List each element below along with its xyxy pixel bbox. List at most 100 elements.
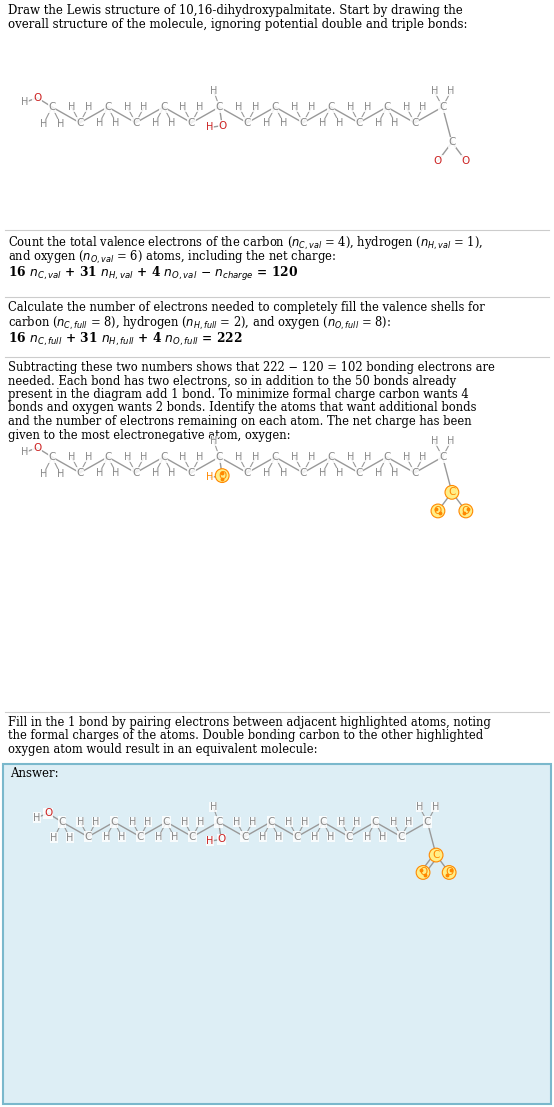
Text: H: H <box>66 832 74 842</box>
Text: H: H <box>22 447 29 457</box>
Text: C: C <box>48 102 56 112</box>
Text: H: H <box>430 436 438 446</box>
Text: C: C <box>383 102 391 112</box>
Text: H: H <box>375 468 382 478</box>
Text: Answer:: Answer: <box>10 767 59 780</box>
Text: H: H <box>363 102 371 112</box>
Text: C: C <box>244 117 251 127</box>
Text: H: H <box>197 817 204 827</box>
Text: Fill in the 1 bond by pairing electrons between adjacent highlighted atoms, noti: Fill in the 1 bond by pairing electrons … <box>8 716 491 730</box>
Text: H: H <box>308 102 315 112</box>
Text: C: C <box>271 102 279 112</box>
Text: C: C <box>188 117 195 127</box>
Text: H: H <box>263 117 270 127</box>
Text: Subtracting these two numbers shows that 222 − 120 = 102 bonding electrons are: Subtracting these two numbers shows that… <box>8 361 495 374</box>
Text: H: H <box>363 831 371 841</box>
Text: C: C <box>398 831 405 841</box>
Text: H: H <box>179 452 187 462</box>
Text: C: C <box>48 452 56 462</box>
Text: C: C <box>188 468 195 478</box>
Text: H: H <box>403 102 410 112</box>
Text: and oxygen ($n_{O,val}$ = 6) atoms, including the net charge:: and oxygen ($n_{O,val}$ = 6) atoms, incl… <box>8 249 336 266</box>
Text: H: H <box>124 452 131 462</box>
Text: H: H <box>40 468 47 478</box>
Text: H: H <box>181 817 188 827</box>
Text: H: H <box>68 452 75 462</box>
Text: O: O <box>434 506 442 516</box>
Text: H: H <box>196 452 203 462</box>
Text: H: H <box>280 117 288 127</box>
Text: H: H <box>96 117 103 127</box>
Text: C: C <box>372 817 379 827</box>
Text: C: C <box>271 452 279 462</box>
Text: C: C <box>160 102 167 112</box>
Text: H: H <box>140 452 148 462</box>
Text: C: C <box>439 452 447 462</box>
Text: H: H <box>112 468 120 478</box>
Text: O: O <box>461 156 470 166</box>
Text: H: H <box>280 468 288 478</box>
Text: H: H <box>406 817 413 827</box>
Text: C: C <box>448 137 455 147</box>
Text: C: C <box>84 831 92 841</box>
Text: H: H <box>419 452 427 462</box>
Text: H: H <box>319 468 326 478</box>
Text: H: H <box>347 102 354 112</box>
Text: C: C <box>299 117 307 127</box>
Text: H: H <box>252 452 259 462</box>
Text: H: H <box>96 468 103 478</box>
Text: C: C <box>433 850 440 860</box>
Text: H: H <box>50 832 58 842</box>
Text: C: C <box>132 117 140 127</box>
Text: Count the total valence electrons of the carbon ($n_{C,val}$ = 4), hydrogen ($n_: Count the total valence electrons of the… <box>8 235 483 252</box>
Text: O: O <box>33 443 41 453</box>
Text: H: H <box>432 803 439 813</box>
Text: the formal charges of the atoms. Double bonding carbon to the other highlighted: the formal charges of the atoms. Double … <box>8 730 483 743</box>
Text: needed. Each bond has two electrons, so in addition to the 50 bonds already: needed. Each bond has two electrons, so … <box>8 374 456 387</box>
Text: C: C <box>411 117 418 127</box>
Text: C: C <box>319 817 327 827</box>
Text: H: H <box>206 836 214 846</box>
Text: C: C <box>216 102 223 112</box>
Text: C: C <box>163 817 170 827</box>
Text: C: C <box>215 817 222 827</box>
Text: C: C <box>424 817 431 827</box>
Text: H: H <box>85 452 92 462</box>
Text: H: H <box>447 86 455 96</box>
Text: C: C <box>383 452 391 462</box>
Text: H: H <box>379 831 387 841</box>
Text: C: C <box>104 102 111 112</box>
Text: H: H <box>40 118 47 128</box>
Text: H: H <box>336 117 343 127</box>
Text: given to the most electronegative atom, oxygen:: given to the most electronegative atom, … <box>8 428 290 442</box>
Text: Calculate the number of electrons needed to completely fill the valence shells f: Calculate the number of electrons needed… <box>8 301 485 314</box>
Text: H: H <box>124 102 131 112</box>
Text: H: H <box>285 817 293 827</box>
Text: C: C <box>355 468 362 478</box>
Text: H: H <box>347 452 354 462</box>
Text: O: O <box>33 93 41 103</box>
Text: H: H <box>85 102 92 112</box>
Text: H: H <box>447 436 455 446</box>
Text: H: H <box>129 817 136 827</box>
Text: H: H <box>275 831 283 841</box>
Text: C: C <box>76 117 84 127</box>
Text: C: C <box>439 102 447 112</box>
Text: present in the diagram add 1 bond. To minimize formal charge carbon wants 4: present in the diagram add 1 bond. To mi… <box>8 387 469 401</box>
Text: and the number of electrons remaining on each atom. The net charge has been: and the number of electrons remaining on… <box>8 415 471 428</box>
Text: H: H <box>392 468 399 478</box>
Text: H: H <box>119 831 126 841</box>
Text: O: O <box>218 121 227 131</box>
Text: C: C <box>189 831 196 841</box>
Text: C: C <box>448 487 455 497</box>
Text: H: H <box>249 817 256 827</box>
Text: H: H <box>252 102 259 112</box>
Text: H: H <box>233 817 240 827</box>
Text: H: H <box>171 831 178 841</box>
Text: H: H <box>57 118 64 128</box>
Text: H: H <box>390 817 397 827</box>
Text: C: C <box>244 468 251 478</box>
Text: H: H <box>392 117 399 127</box>
Text: H: H <box>112 117 120 127</box>
Text: H: H <box>207 473 214 483</box>
